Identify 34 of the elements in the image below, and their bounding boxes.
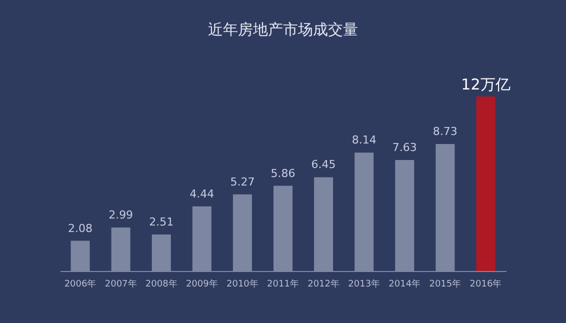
x-tick-label: 2013年 [348,278,380,290]
bar [232,194,252,271]
data-label: 8.73 [432,125,458,138]
x-tick-label: 2010年 [226,278,258,290]
bar [436,144,455,271]
data-label: 4.44 [190,187,214,200]
bar [476,96,496,271]
x-tick-label: 2007年 [104,278,137,290]
data-label: 12万亿 [461,75,510,94]
data-label: 5.86 [270,166,296,180]
bar [111,228,130,271]
bar [152,234,171,271]
bar [314,177,334,271]
bar [274,186,292,271]
data-label: 5.27 [230,175,255,188]
bar [192,206,212,271]
x-tick-label: 2006年 [64,278,96,290]
x-tick-label: 2009年 [186,278,218,290]
x-tick-label: 2014年 [388,278,421,290]
data-label: 2.08 [68,222,93,235]
x-tick-label: 2015年 [429,278,462,290]
x-tick-label: 2012年 [308,278,340,290]
chart-title: 近年房地产市场成交量 [208,20,358,38]
x-tick-label: 2016年 [470,278,502,290]
data-label: 2.51 [149,216,174,228]
bar [354,152,374,271]
data-label: 2.99 [108,208,134,222]
x-tick-label: 2008年 [145,278,178,290]
bar [70,240,90,271]
bar [395,160,414,271]
data-label: 8.14 [352,134,376,147]
data-label: 6.45 [311,158,336,172]
x-tick-label: 2011年 [267,278,299,290]
data-label: 7.63 [392,141,417,154]
